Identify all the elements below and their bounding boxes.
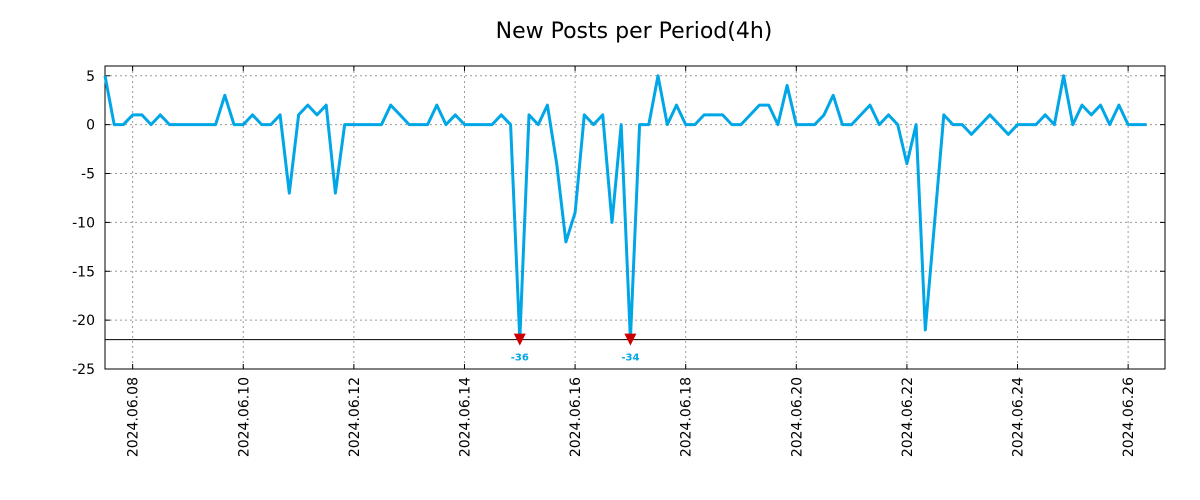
marker-layer: -36 -34	[511, 333, 639, 364]
y-tick-label: 0	[86, 118, 95, 134]
x-tick-label: 2024.06.20	[789, 377, 805, 457]
axis-layer: 5 0 -5 -10 -15 -20 -25 2024.06.08 2024.06.10 2024…	[72, 66, 1165, 457]
x-tick-label: 2024.06.12	[347, 377, 363, 457]
x-tick-label: 2024.06.22	[900, 377, 916, 457]
x-tick-label: 2024.06.10	[236, 377, 252, 457]
x-tick-label: 2024.06.16	[568, 377, 584, 457]
x-tick-label: 2024.06.14	[457, 377, 473, 457]
series-line	[103, 74, 1147, 342]
y-tick-label: 5	[86, 69, 95, 85]
y-tick-label: -25	[72, 362, 95, 378]
x-tick-label: 2024.06.26	[1121, 377, 1137, 457]
clipped-value-label: -34	[621, 353, 639, 364]
clipped-point-marker	[513, 333, 526, 346]
x-tick-label: 2024.06.24	[1011, 377, 1027, 457]
plot-frame	[104, 65, 1166, 370]
x-tick-label: 2024.06.08	[126, 377, 142, 457]
series-layer	[103, 74, 1147, 342]
y-tick-label: -5	[81, 167, 95, 183]
y-tick-label: -20	[72, 313, 95, 329]
clipped-point-marker	[624, 333, 637, 346]
clipped-value-label: -36	[511, 353, 529, 364]
y-tick-label: -15	[72, 264, 95, 280]
y-tick-label: -10	[72, 215, 95, 231]
x-tick-label: 2024.06.18	[679, 377, 695, 457]
chart-title: New Posts per Period(4h)	[496, 19, 773, 44]
